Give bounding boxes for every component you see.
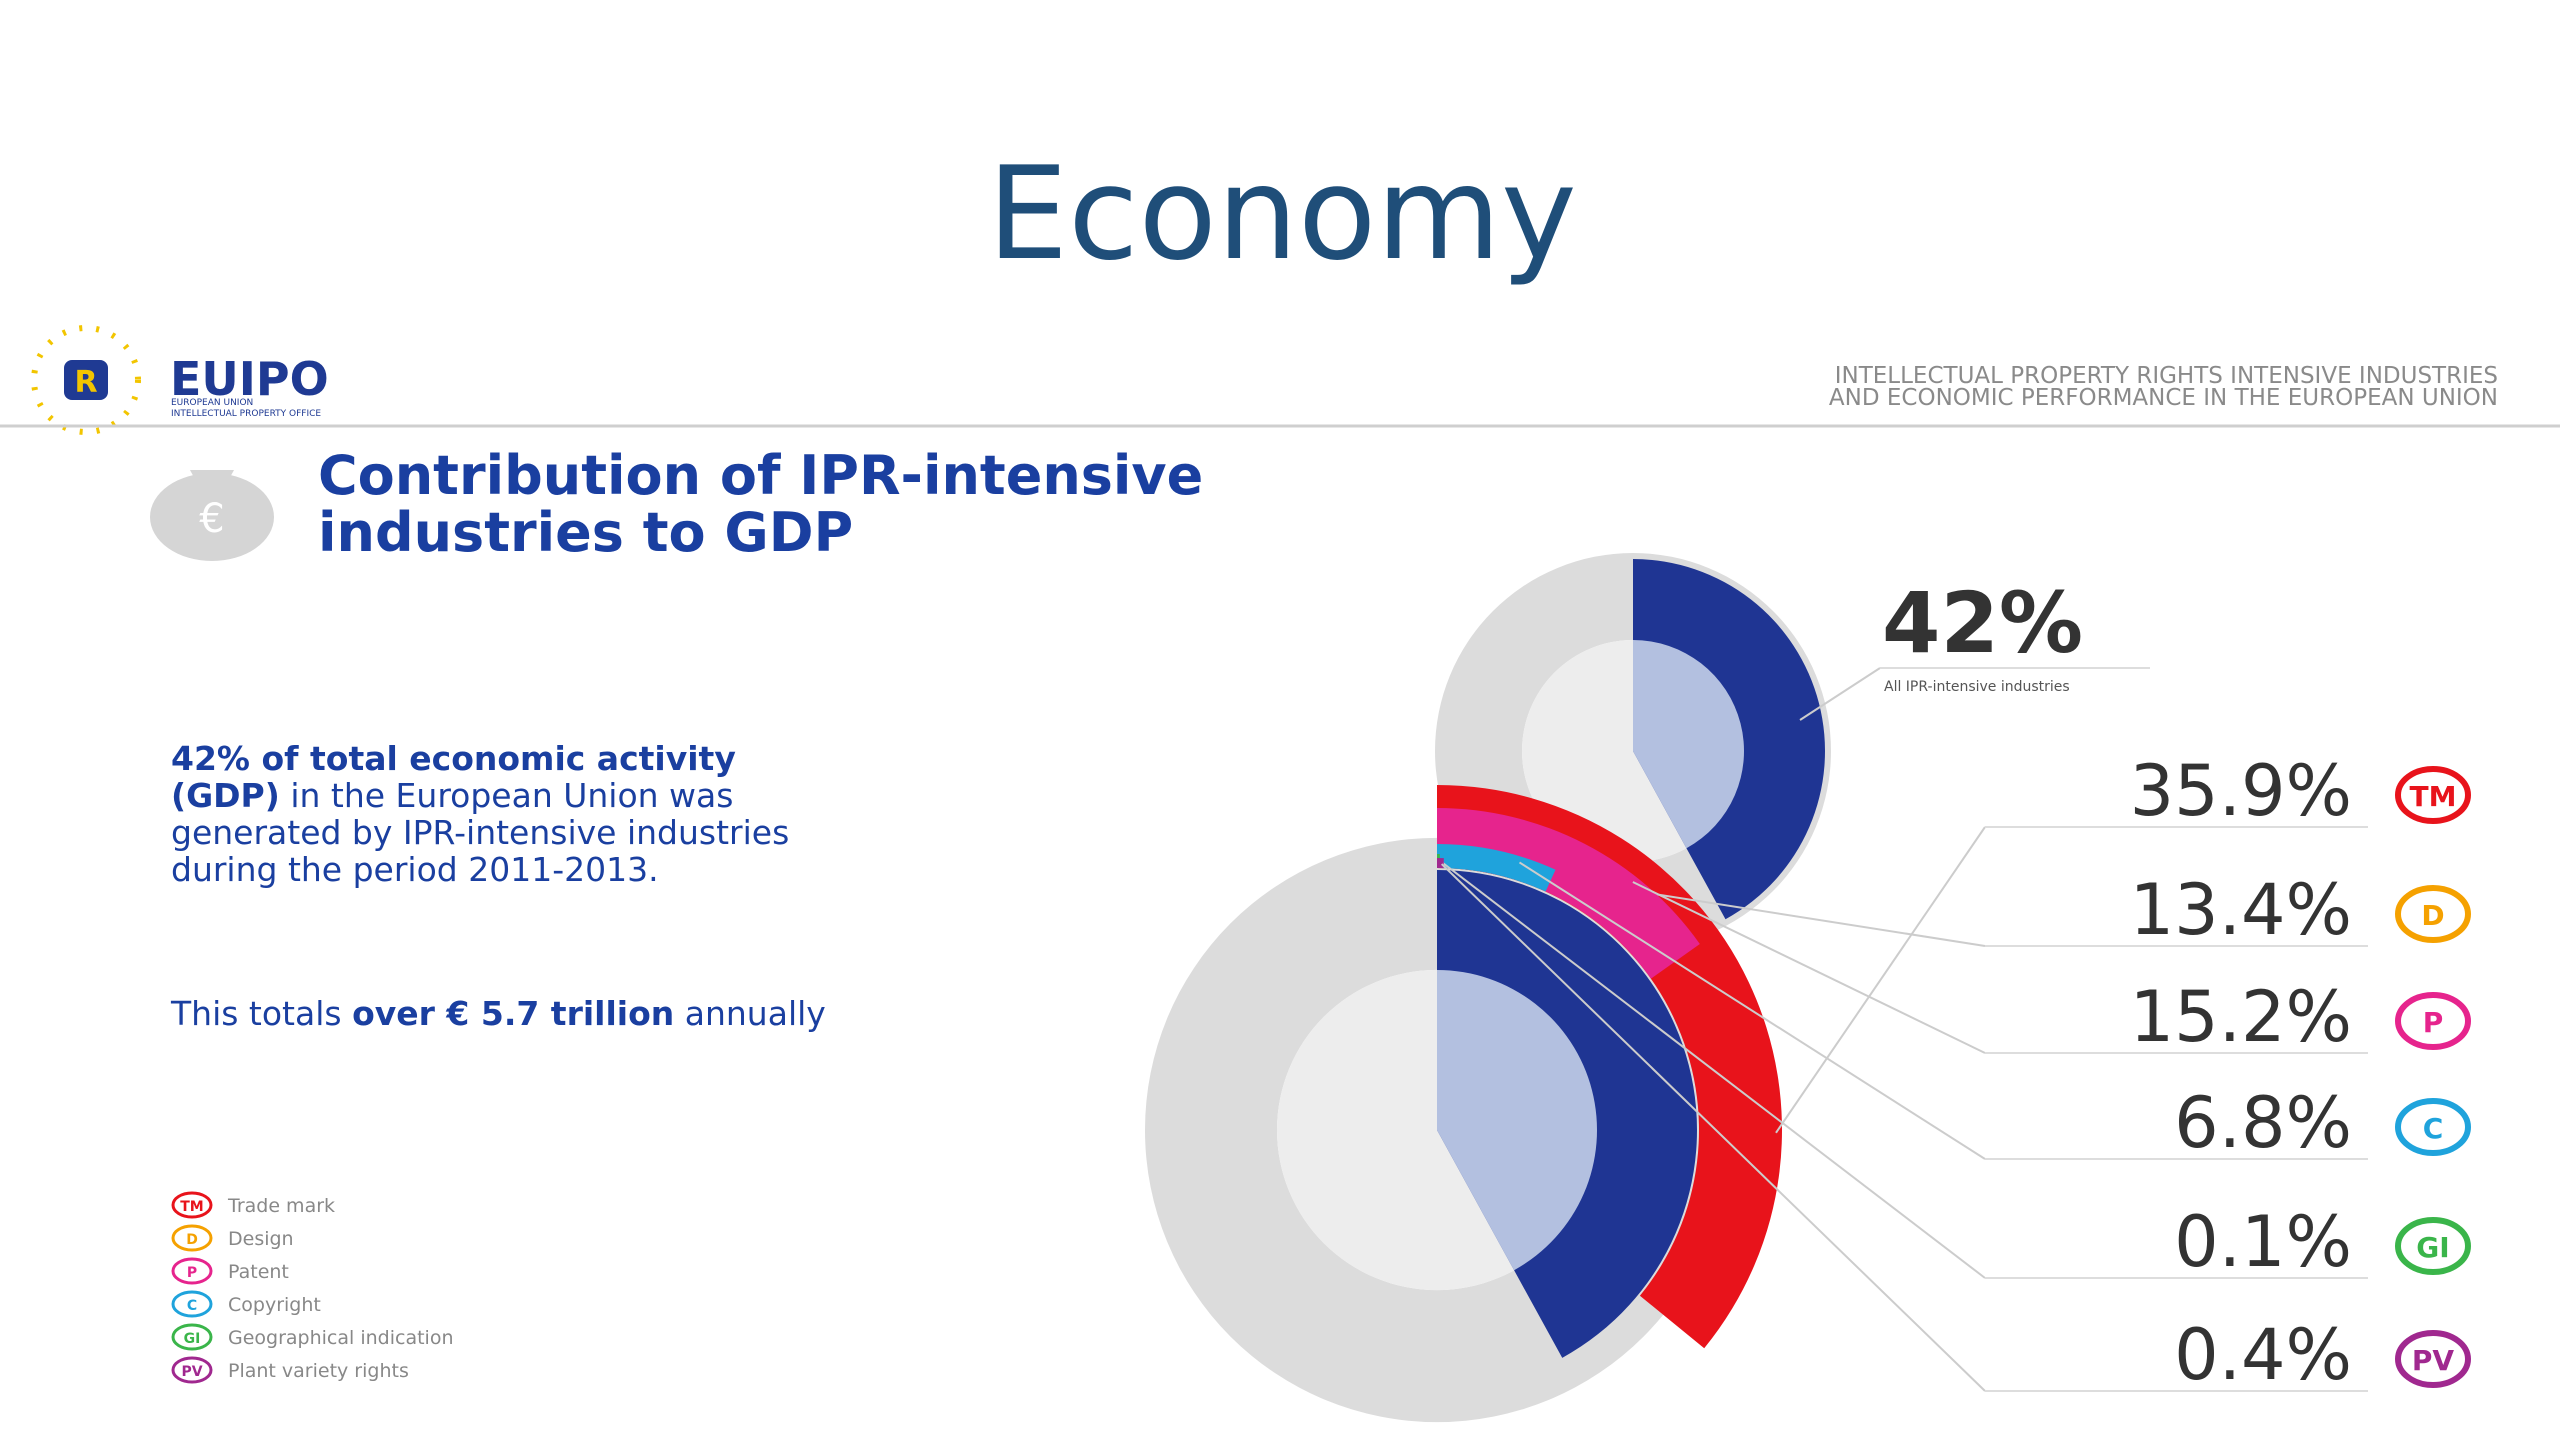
category-arc <box>1437 844 1556 892</box>
ip-icon <box>2395 1098 2471 1156</box>
ip-icon <box>2395 766 2471 824</box>
leader-line <box>1438 859 1986 1279</box>
legend-icon-label: C <box>187 1298 197 1314</box>
ip-icon-label: GI <box>2416 1231 2449 1264</box>
brand-sub: INTELLECTUAL PROPERTY OFFICE <box>171 409 321 419</box>
category-arc <box>1437 858 1444 869</box>
intro-bold: 42% of total economic activity (GDP) <box>171 739 736 815</box>
leader-line <box>1600 884 1986 947</box>
ip-icon <box>2395 1330 2471 1388</box>
legend-icon <box>171 1290 213 1318</box>
ip-icon <box>2395 1217 2471 1275</box>
legend-label: Design <box>228 1228 294 1250</box>
legend-label: Copyright <box>228 1294 321 1316</box>
legend-label: Patent <box>228 1261 289 1283</box>
legend-icon-label: PV <box>181 1364 202 1380</box>
value-label: 15.2% <box>2130 976 2352 1058</box>
slide-title: Economy <box>987 140 1576 289</box>
heading: Contribution of IPR-intensive <box>318 444 1203 507</box>
total-text: annually <box>674 994 826 1033</box>
legend-icon-label: P <box>187 1265 197 1281</box>
category-arc <box>1437 785 1783 1349</box>
brand: EUIPO <box>170 352 329 406</box>
heading: industries to GDP <box>318 501 853 564</box>
value-label: 0.1% <box>2174 1201 2352 1283</box>
svg-text:€: € <box>199 496 224 542</box>
legend-label: Geographical indication <box>228 1327 454 1349</box>
report-title: AND ECONOMIC PERFORMANCE IN THE EUROPEAN… <box>1829 385 2498 411</box>
ip-icon-label: D <box>2421 899 2444 932</box>
intro-text: in the European Union was generated by I… <box>171 776 790 889</box>
logo: R <box>31 325 141 435</box>
svg-text:R: R <box>74 365 97 400</box>
ip-icon-label: TM <box>2410 780 2457 813</box>
legend-label: Trade mark <box>227 1195 335 1217</box>
value-label: 13.4% <box>2130 869 2352 951</box>
legend-icon <box>171 1356 213 1384</box>
leader-line <box>1799 667 1881 721</box>
legend-icon-label: GI <box>184 1331 201 1347</box>
ip-icon-label: PV <box>2412 1344 2455 1377</box>
ip-icon-label: C <box>2423 1112 2444 1145</box>
total-segment-inner <box>1437 970 1598 1271</box>
value-label: 35.9% <box>2130 750 2352 832</box>
money-bag-icon: € <box>150 470 274 561</box>
report-title: INTELLECTUAL PROPERTY RIGHTS INTENSIVE I… <box>1835 363 2498 389</box>
ip-icon <box>2395 992 2471 1050</box>
total-bold: over € 5.7 trillion <box>352 994 675 1033</box>
leader-line <box>1632 881 1986 1054</box>
charts: 42% All IPR-intensive industries 35.9% TM TM… <box>171 553 2471 1423</box>
ip-icon <box>2395 885 2471 943</box>
brand-sub: EUROPEAN UNION <box>171 398 253 408</box>
value-label: 0.4% <box>2174 1314 2352 1396</box>
legend-icon-label: TM <box>180 1199 203 1215</box>
leader-line <box>1440 863 1986 1392</box>
leader-line <box>1518 861 1986 1160</box>
legend-icon <box>171 1323 213 1351</box>
legend-icon-label: D <box>186 1232 198 1248</box>
ip-icon-label: P <box>2423 1006 2444 1039</box>
legend-icon <box>171 1224 213 1252</box>
legend-label: Plant variety rights <box>228 1360 409 1382</box>
donut-segment-inner <box>1633 640 1744 849</box>
leader-line <box>1775 826 1986 1134</box>
value-label: 6.8% <box>2174 1082 2352 1164</box>
caption: All IPR-intensive industries <box>1884 679 2070 695</box>
legend-icon <box>171 1191 213 1219</box>
total-text: This totals <box>171 994 353 1033</box>
intro-paragraph: 42% of total economic activity (GDP) in … <box>171 740 851 888</box>
total-paragraph: This totals over € 5.7 trillion annually <box>171 995 851 1032</box>
legend-icon <box>171 1257 213 1285</box>
big-value-label: 42% <box>1882 574 2083 672</box>
